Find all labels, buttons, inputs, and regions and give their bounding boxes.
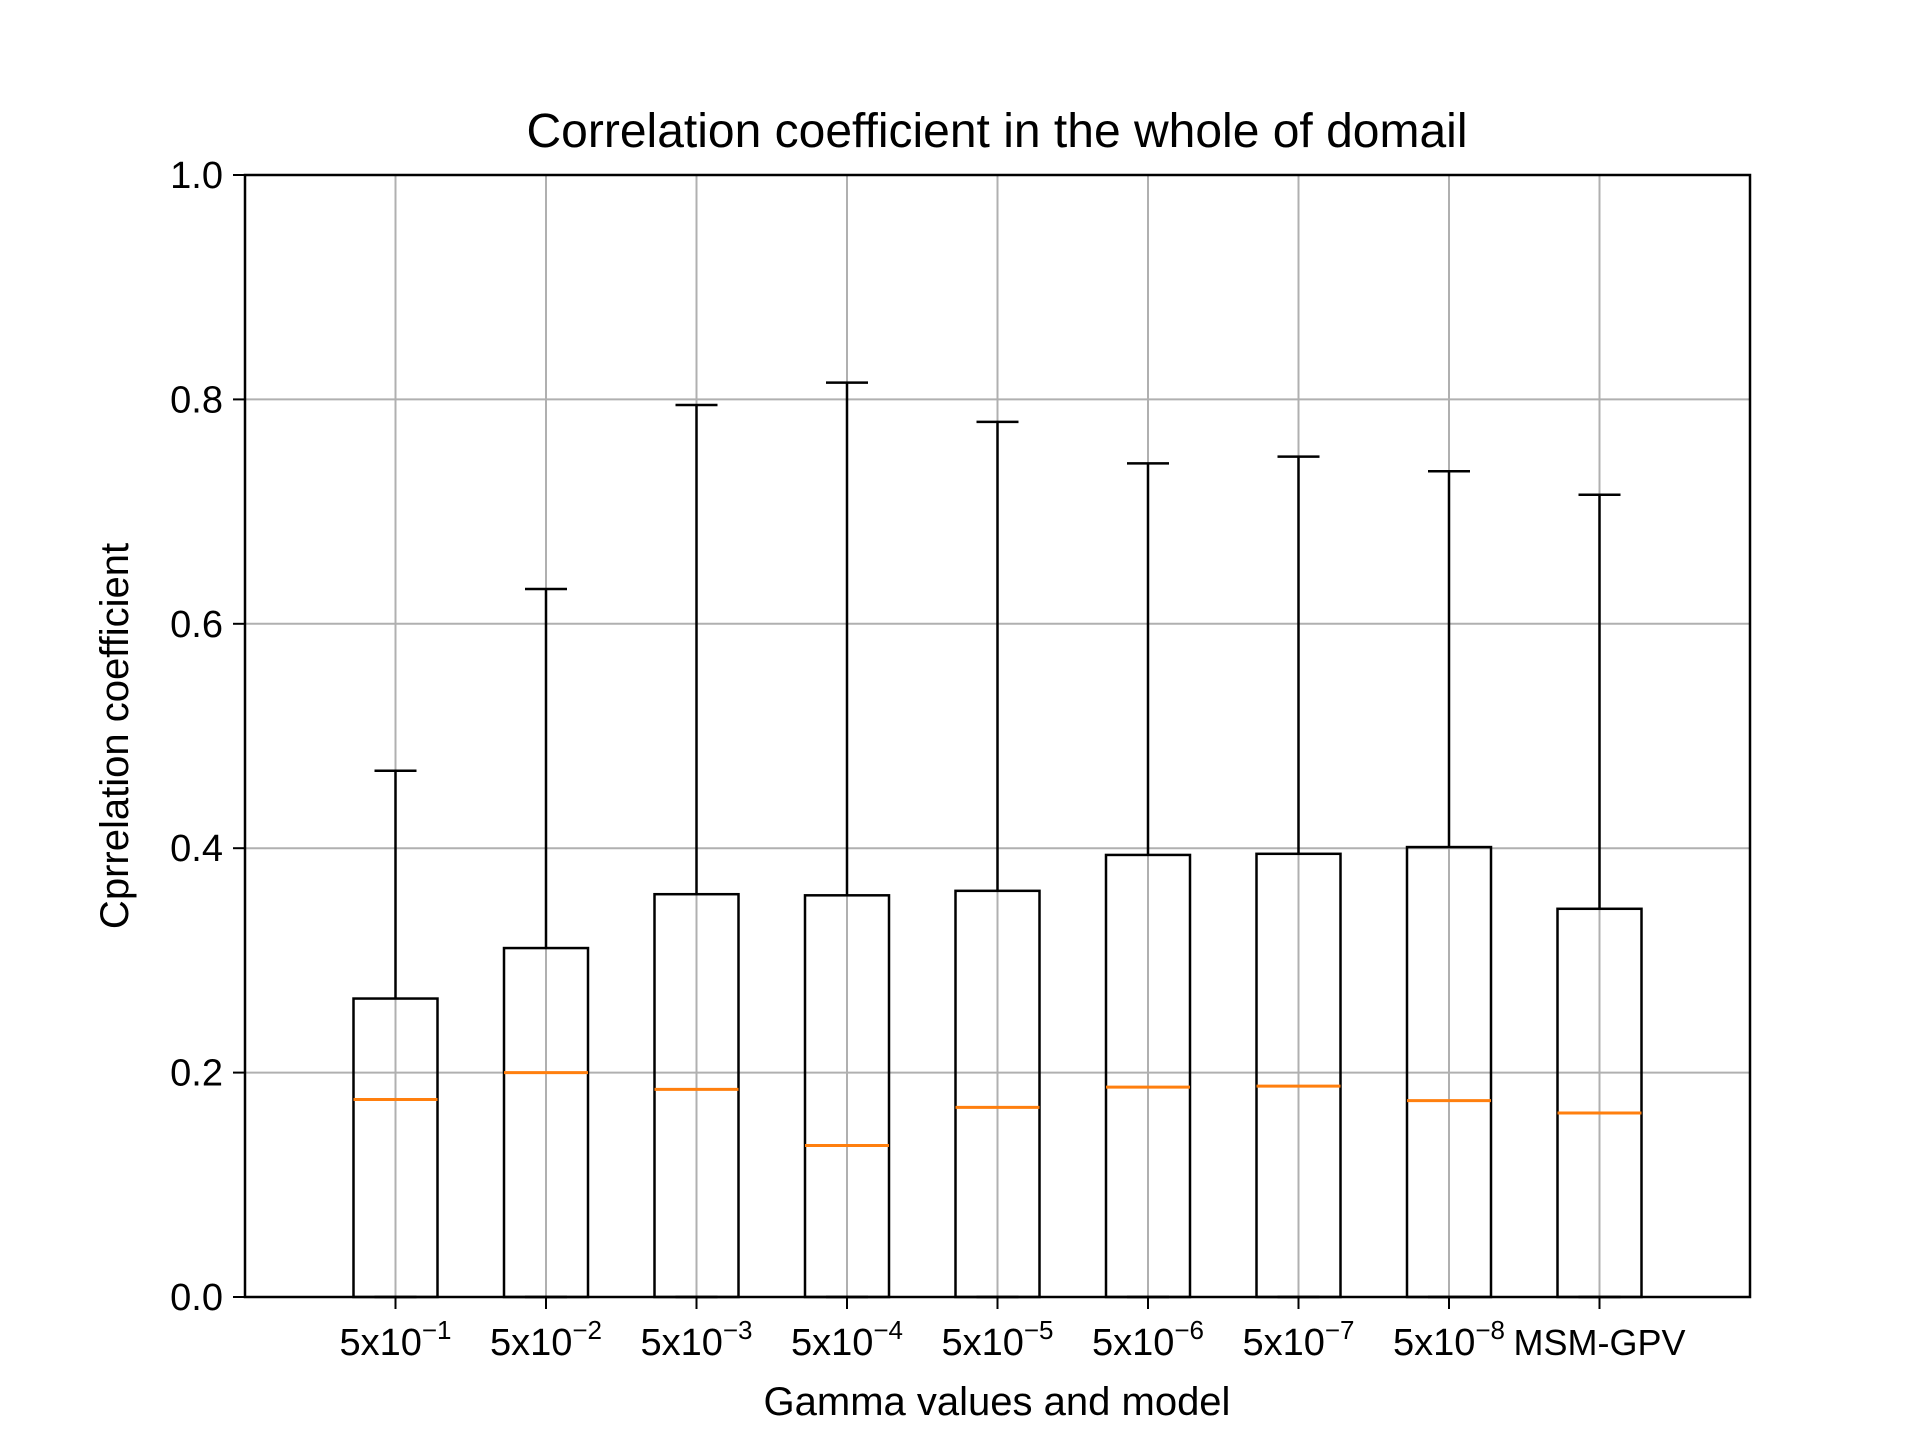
x-tick-label-exponent: −5 bbox=[1024, 1315, 1054, 1345]
y-tick-label: 1.0 bbox=[170, 155, 223, 197]
x-tick-label-base: 5x10 bbox=[1393, 1322, 1475, 1364]
x-tick-label-base: 5x10 bbox=[941, 1322, 1023, 1364]
x-tick-label-exponent: −1 bbox=[422, 1315, 452, 1345]
x-tick-label-exponent: −4 bbox=[873, 1315, 903, 1345]
x-tick-label-exponent: −6 bbox=[1174, 1315, 1204, 1345]
x-tick-label: 5x10−1 bbox=[339, 1315, 451, 1364]
x-tick-label-base: 5x10 bbox=[490, 1322, 572, 1364]
x-tick-label-base: 5x10 bbox=[640, 1322, 722, 1364]
x-tick-label-exponent: −3 bbox=[723, 1315, 753, 1345]
x-tick-label-exponent: −2 bbox=[572, 1315, 602, 1345]
y-tick-label: 0.0 bbox=[170, 1277, 223, 1319]
x-tick-label-base: MSM-GPV bbox=[1513, 1322, 1685, 1363]
x-axis-title: Gamma values and model bbox=[764, 1380, 1231, 1424]
x-tick-label: MSM-GPV bbox=[1513, 1322, 1685, 1363]
x-tick-label-base: 5x10 bbox=[1242, 1322, 1324, 1364]
x-tick-label: 5x10−3 bbox=[640, 1315, 752, 1364]
y-tick-label: 0.4 bbox=[170, 828, 223, 870]
x-tick-label: 5x10−2 bbox=[490, 1315, 602, 1364]
x-tick-label: 5x10−5 bbox=[941, 1315, 1053, 1364]
y-tick-label: 0.8 bbox=[170, 379, 223, 421]
x-tick-label: 5x10−4 bbox=[791, 1315, 903, 1364]
x-tick-label-base: 5x10 bbox=[1092, 1322, 1174, 1364]
x-tick-label: 5x10−6 bbox=[1092, 1315, 1204, 1364]
x-tick-label: 5x10−7 bbox=[1242, 1315, 1354, 1364]
x-tick-label-base: 5x10 bbox=[791, 1322, 873, 1364]
y-tick-label: 0.2 bbox=[170, 1053, 223, 1095]
x-tick-label-base: 5x10 bbox=[339, 1322, 421, 1364]
x-tick-label: 5x10−8 bbox=[1393, 1315, 1505, 1364]
x-tick-label-exponent: −7 bbox=[1325, 1315, 1355, 1345]
chart-title: Correlation coefficient in the whole of … bbox=[527, 105, 1468, 158]
y-axis-title: Cprrelation coefficient bbox=[93, 543, 137, 929]
x-tick-label-exponent: −8 bbox=[1475, 1315, 1505, 1345]
y-tick-label: 0.6 bbox=[170, 604, 223, 646]
